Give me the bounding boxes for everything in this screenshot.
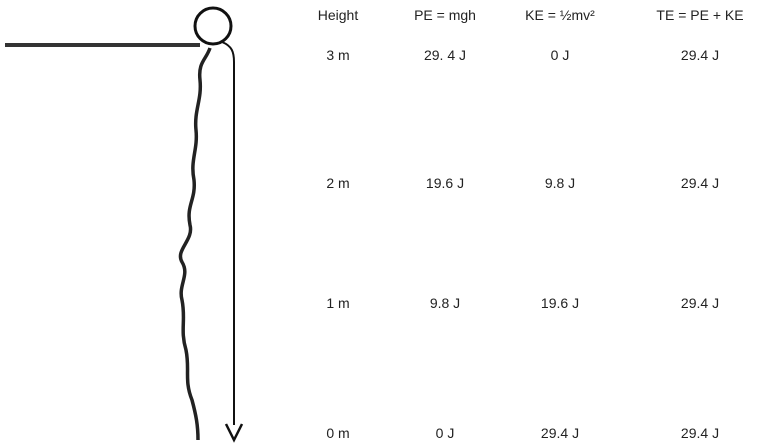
table-cell: 2 m (326, 175, 350, 191)
table-cell: TE = PE + KE (656, 7, 744, 23)
arrow-head (224, 423, 244, 443)
table-cell: Height (317, 7, 359, 23)
table-cell: 0 J (435, 425, 455, 441)
table-cell: 0 m (326, 425, 350, 441)
table-cell: 1 m (326, 295, 350, 311)
fall-path (221, 41, 235, 425)
cliff-face (178, 47, 212, 441)
table-cell: 19.6 J (425, 175, 465, 191)
table-cell: 29.4 J (680, 47, 720, 63)
table-cell: 0 J (550, 47, 570, 63)
table-cell: 29.4 J (680, 295, 720, 311)
table-cell: 9.8 J (544, 175, 576, 191)
table-cell: 29. 4 J (423, 47, 467, 63)
table-cell: 29.4 J (680, 425, 720, 441)
ball (193, 6, 233, 46)
table-cell: 9.8 J (429, 295, 461, 311)
table-cell: 19.6 J (540, 295, 580, 311)
table-cell: KE = ½mv² (525, 7, 595, 23)
table-cell: 3 m (326, 47, 350, 63)
table-cell: 29.4 J (680, 175, 720, 191)
table-cell: 29.4 J (540, 425, 580, 441)
table-cell: PE = mgh (414, 7, 476, 23)
